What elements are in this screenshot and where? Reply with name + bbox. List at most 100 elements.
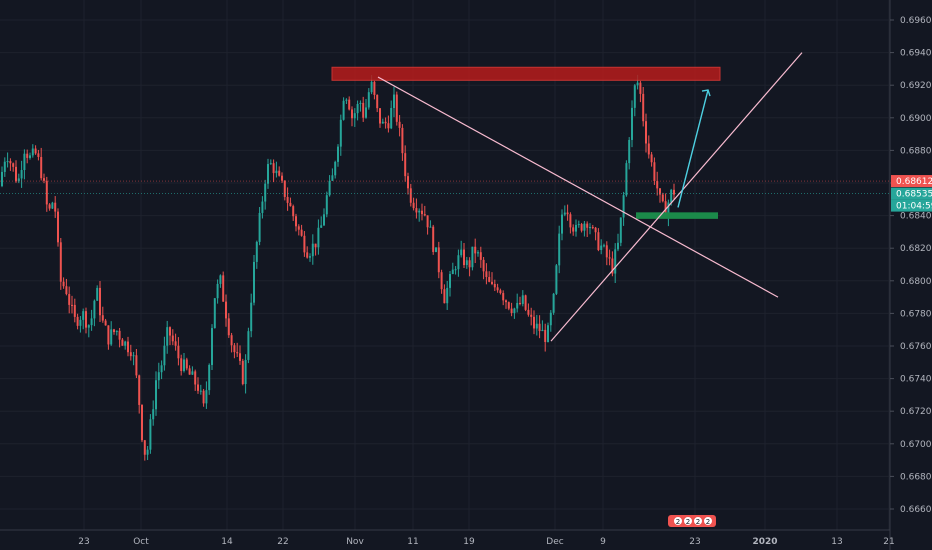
candle-body bbox=[146, 449, 149, 455]
candle-body bbox=[561, 214, 563, 234]
candle-body bbox=[491, 281, 493, 284]
time-tick-label: 23 bbox=[689, 537, 700, 547]
candle-body bbox=[426, 215, 429, 228]
candle-body bbox=[373, 81, 376, 95]
candle-body bbox=[639, 82, 642, 94]
candle-body bbox=[345, 99, 348, 101]
chart-gridlines bbox=[0, 0, 890, 530]
candle-body bbox=[605, 245, 608, 258]
event-marker[interactable] bbox=[693, 516, 703, 526]
candle-body bbox=[465, 260, 468, 266]
candle-body bbox=[617, 242, 619, 250]
ascending-trendline[interactable] bbox=[550, 52, 803, 342]
time-axis[interactable]: 23 Oct 14 22 Nov 11 19 Dec 9 23 2020 13 21 bbox=[0, 529, 895, 547]
candle-body bbox=[152, 409, 155, 420]
candle-body bbox=[440, 272, 443, 290]
chart-drawings[interactable] bbox=[0, 52, 890, 342]
resistance-zone[interactable] bbox=[331, 66, 721, 81]
candle-body bbox=[510, 308, 513, 313]
candle-body bbox=[460, 249, 463, 256]
candle-body bbox=[435, 247, 437, 252]
event-marker[interactable] bbox=[683, 516, 693, 526]
candle-body bbox=[15, 166, 17, 182]
candle-body bbox=[519, 302, 521, 304]
candle-body bbox=[17, 178, 20, 182]
candle-body bbox=[421, 210, 423, 215]
candle-body bbox=[572, 227, 575, 232]
candle-body bbox=[135, 355, 138, 376]
candle-body bbox=[255, 241, 258, 262]
candle-body bbox=[365, 107, 367, 118]
time-tick-label: 23 bbox=[78, 537, 89, 547]
candle-body bbox=[499, 290, 502, 294]
candle-body bbox=[493, 283, 496, 288]
candle-body bbox=[233, 345, 236, 353]
candle-body bbox=[85, 311, 87, 328]
candle-body bbox=[239, 353, 241, 361]
support-zone[interactable] bbox=[636, 212, 718, 219]
candle-body bbox=[43, 178, 45, 181]
candle-body bbox=[166, 327, 169, 346]
event-marker[interactable] bbox=[673, 516, 683, 526]
candle-body bbox=[577, 224, 580, 226]
candle-body bbox=[337, 146, 339, 162]
candle-body bbox=[437, 247, 440, 273]
candle-body bbox=[93, 300, 96, 319]
candle-body bbox=[197, 384, 199, 391]
candle-body bbox=[474, 246, 477, 254]
candle-body bbox=[384, 121, 387, 124]
current-price-badge-text: 0.68535 bbox=[896, 190, 932, 200]
candle-body bbox=[407, 176, 409, 189]
candle-body bbox=[163, 345, 166, 366]
candle-body bbox=[653, 162, 656, 182]
event-marker[interactable] bbox=[703, 516, 713, 526]
candle-body bbox=[589, 227, 591, 229]
candle-body bbox=[219, 275, 222, 284]
candle-body bbox=[202, 390, 205, 404]
candle-body bbox=[415, 208, 418, 213]
candle-body bbox=[292, 206, 295, 217]
candle-body bbox=[236, 352, 239, 354]
candle-body bbox=[283, 180, 286, 197]
candle-body bbox=[482, 259, 485, 272]
time-tick-label: 14 bbox=[221, 537, 233, 547]
candle-body bbox=[309, 256, 311, 258]
event-marker-label: 2 bbox=[696, 518, 700, 526]
candle-body bbox=[40, 156, 43, 179]
candle-body bbox=[104, 320, 107, 326]
candle-body bbox=[225, 301, 227, 319]
candle-body bbox=[26, 153, 29, 158]
current-price-badge-box bbox=[891, 187, 932, 200]
time-tick-label: 19 bbox=[463, 537, 475, 547]
candle-body bbox=[547, 325, 549, 342]
candle-body bbox=[227, 318, 230, 336]
candle-body bbox=[188, 368, 191, 375]
descending-trendline[interactable] bbox=[377, 76, 779, 298]
candle-body bbox=[580, 224, 583, 231]
candle-body bbox=[54, 202, 57, 212]
candle-body bbox=[250, 302, 253, 332]
candle-body bbox=[454, 269, 457, 271]
candle-body bbox=[191, 371, 194, 375]
candle-body bbox=[521, 295, 524, 304]
candle-body bbox=[549, 312, 552, 326]
candle-body bbox=[138, 375, 141, 405]
candle-body bbox=[586, 223, 589, 228]
projection-arrow-shaft[interactable] bbox=[677, 89, 709, 208]
event-marker-label: 2 bbox=[706, 518, 710, 526]
candle-body bbox=[323, 214, 325, 226]
candle-body bbox=[670, 189, 673, 203]
projection-arrow-head[interactable] bbox=[701, 89, 711, 97]
candle-body bbox=[241, 360, 244, 385]
candle-body bbox=[513, 308, 516, 313]
candle-body bbox=[673, 189, 675, 195]
candle-body bbox=[505, 300, 507, 303]
